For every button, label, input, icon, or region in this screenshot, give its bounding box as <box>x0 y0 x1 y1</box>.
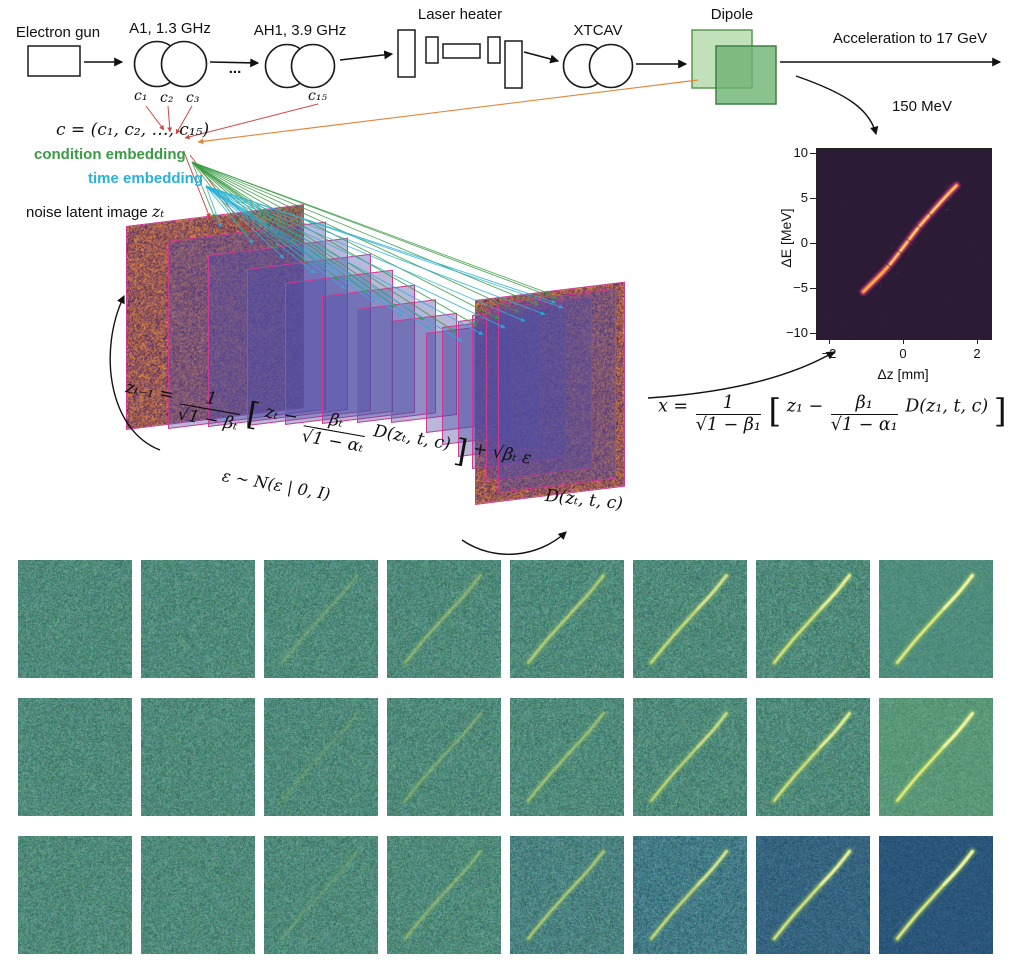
ytick-mark <box>810 153 816 154</box>
denoising-step-image <box>510 560 624 678</box>
denoising-step-image <box>756 560 870 678</box>
ytick-mark <box>810 333 816 334</box>
figure-canvas: Electron gun A1, 1.3 GHz ... AH1, 3.9 GH… <box>0 0 1010 960</box>
xtick-label: 0 <box>888 346 918 361</box>
a1-label: A1, 1.3 GHz <box>120 20 220 37</box>
denoising-step-image <box>756 698 870 816</box>
denoising-step-image <box>141 698 255 816</box>
condition-embedding-label: condition embedding <box>34 146 194 163</box>
denoising-step-image <box>879 560 993 678</box>
ytick-label: 0 <box>774 235 808 250</box>
denoising-step-image <box>264 560 378 678</box>
xtick-label: −2 <box>814 346 844 361</box>
formula-term: zₜ₋₁ = <box>124 377 175 405</box>
denoising-step-image <box>756 836 870 954</box>
ytick-label: −5 <box>774 280 808 295</box>
bracket: [ <box>768 392 781 430</box>
denominator: √1 − α₁ <box>831 415 898 436</box>
radicand: 1 − β₁ <box>707 414 761 435</box>
denoising-step-image <box>633 698 747 816</box>
energy-label: 150 MeV <box>872 98 972 115</box>
denoising-step-image <box>18 560 132 678</box>
xtick-mark <box>829 338 830 344</box>
fraction: β₁ √1 − α₁ <box>831 393 898 436</box>
formula-term: D(z₁, t, c) <box>905 397 988 417</box>
ytick-mark <box>810 243 816 244</box>
xtick-label: 2 <box>962 346 992 361</box>
dipole-label: Dipole <box>694 6 770 23</box>
condition-vector-label: c = (c₁, c₂, …, c₁₅) <box>56 120 209 140</box>
formula-term: z₁ − <box>787 397 823 417</box>
c15-label: c₁₅ <box>308 88 327 104</box>
denoising-step-image <box>387 836 501 954</box>
ytick-mark <box>810 288 816 289</box>
sqrt-sign: √ <box>831 415 842 435</box>
denoising-step-image <box>387 698 501 816</box>
time-embedding-label: time embedding <box>88 170 218 187</box>
lps-measurement-plot: ΔE [MeV] 10 5 0 −5 −10 −2 0 2 Δz [mm] <box>756 118 1010 386</box>
denoising-step-image <box>510 698 624 816</box>
lps-heatmap <box>816 148 992 340</box>
plot-xlabel: Δz [mm] <box>843 366 963 382</box>
numerator: β₁ <box>831 393 898 415</box>
acceleration-label: Acceleration to 17 GeV <box>815 30 1005 47</box>
c3-label: c₃ <box>186 90 199 106</box>
denoising-step-image <box>633 560 747 678</box>
ytick-mark <box>810 198 816 199</box>
denoising-step-image <box>18 836 132 954</box>
numerator: 1 <box>696 393 761 415</box>
ah1-label: AH1, 3.9 GHz <box>248 22 352 39</box>
xtick-mark <box>903 338 904 344</box>
denoising-step-image <box>264 836 378 954</box>
c2-label: c₂ <box>160 90 173 106</box>
xtcav-label: XTCAV <box>558 22 638 39</box>
reconstruction-formula: x = 1 √1 − β₁ [ z₁ − β₁ √1 − α₁ D(z₁, t, c… <box>658 392 1006 436</box>
ytick-label: −10 <box>774 325 808 340</box>
denoising-step-image <box>264 698 378 816</box>
xtick-mark <box>977 338 978 344</box>
zt-symbol: zₜ <box>152 202 164 221</box>
noise-latent-label: noise latent image zₜ <box>26 203 236 221</box>
bracket: ] <box>452 433 470 471</box>
denominator: √1 − β₁ <box>696 415 761 436</box>
denoising-step-image <box>387 560 501 678</box>
laser-heater-label: Laser heater <box>400 6 520 23</box>
beamline-dots: ... <box>218 60 252 77</box>
denoising-step-image <box>879 698 993 816</box>
denoising-step-image <box>510 836 624 954</box>
bracket: ] <box>994 392 1007 430</box>
bracket: [ <box>244 396 262 434</box>
c1-label: c₁ <box>134 88 147 104</box>
denoising-step-image <box>141 836 255 954</box>
formula-term: x = <box>658 397 688 417</box>
denoising-step-image <box>18 698 132 816</box>
electron-gun-label: Electron gun <box>8 24 108 41</box>
radicand: 1 − α₁ <box>842 414 898 435</box>
noise-latent-text: noise latent image <box>26 204 148 221</box>
denoising-step-image <box>879 836 993 954</box>
denoising-step-image <box>141 560 255 678</box>
fraction: 1 √1 − β₁ <box>696 393 761 436</box>
formula-term: zₜ − <box>264 402 300 427</box>
ytick-label: 10 <box>774 145 808 160</box>
ytick-label: 5 <box>774 190 808 205</box>
sqrt-sign: √ <box>696 415 707 435</box>
denoising-step-image <box>633 836 747 954</box>
formula-term: + √βₜ ε <box>471 439 533 469</box>
